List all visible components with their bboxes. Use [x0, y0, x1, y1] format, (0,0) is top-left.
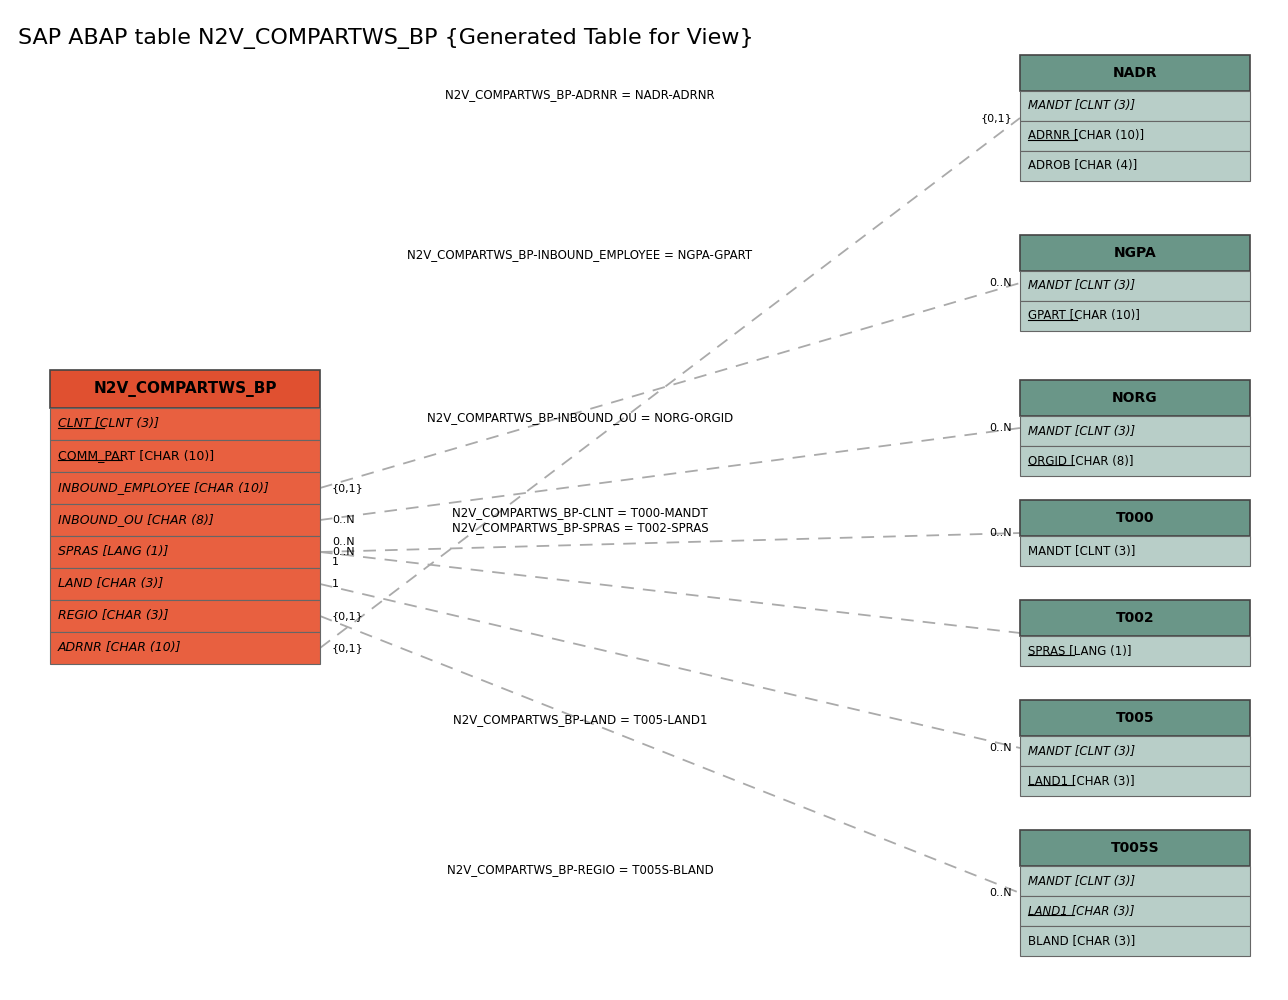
Text: REGIO [CHAR (3)]: REGIO [CHAR (3)] [58, 609, 169, 622]
Text: LAND1 [CHAR (3)]: LAND1 [CHAR (3)] [1028, 774, 1135, 788]
Text: LAND1 [CHAR (3)]: LAND1 [CHAR (3)] [1028, 904, 1135, 918]
Bar [1020, 121, 1249, 151]
Text: MANDT [CLNT (3)]: MANDT [CLNT (3)] [1028, 544, 1136, 558]
Text: {0,1}: {0,1} [332, 611, 363, 621]
Bar [50, 408, 319, 440]
Bar [1020, 600, 1249, 636]
Bar [1020, 380, 1249, 416]
Bar [1020, 271, 1249, 301]
Text: T005: T005 [1115, 711, 1154, 725]
Text: T000: T000 [1115, 511, 1154, 525]
Bar [1020, 500, 1249, 536]
Text: 0..N: 0..N [332, 537, 354, 547]
Text: 0..N: 0..N [989, 888, 1012, 898]
Text: BLAND [CHAR (3)]: BLAND [CHAR (3)] [1028, 934, 1135, 948]
Text: 0..N: 0..N [989, 743, 1012, 753]
Text: LAND [CHAR (3)]: LAND [CHAR (3)] [58, 578, 164, 590]
Text: MANDT [CLNT (3)]: MANDT [CLNT (3)] [1028, 279, 1135, 292]
Text: N2V_COMPARTWS_BP-LAND = T005-LAND1: N2V_COMPARTWS_BP-LAND = T005-LAND1 [453, 714, 707, 726]
Text: MANDT [CLNT (3)]: MANDT [CLNT (3)] [1028, 744, 1135, 758]
Bar [50, 600, 319, 632]
Bar [1020, 926, 1249, 956]
Text: SPRAS [LANG (1)]: SPRAS [LANG (1)] [1028, 645, 1131, 658]
Bar [1020, 301, 1249, 331]
Bar [1020, 55, 1249, 91]
Bar [50, 536, 319, 568]
Text: 1: 1 [332, 579, 339, 589]
Text: 0..N: 0..N [332, 547, 354, 557]
Text: {0,1}: {0,1} [332, 483, 363, 493]
Bar [50, 632, 319, 664]
Text: T005S: T005S [1110, 841, 1159, 855]
Bar [50, 370, 319, 408]
Text: ADRNR [CHAR (10)]: ADRNR [CHAR (10)] [1028, 129, 1144, 142]
Text: ADRNR [CHAR (10)]: ADRNR [CHAR (10)] [58, 642, 182, 654]
Bar [1020, 700, 1249, 736]
Bar [1020, 446, 1249, 476]
Text: N2V_COMPARTWS_BP-CLNT = T000-MANDT
N2V_COMPARTWS_BP-SPRAS = T002-SPRAS: N2V_COMPARTWS_BP-CLNT = T000-MANDT N2V_C… [452, 506, 708, 534]
Text: MANDT [CLNT (3)]: MANDT [CLNT (3)] [1028, 424, 1135, 438]
Bar [50, 440, 319, 472]
Text: SPRAS [LANG (1)]: SPRAS [LANG (1)] [58, 546, 169, 558]
Text: 0..N: 0..N [989, 278, 1012, 288]
Bar [50, 472, 319, 504]
Bar [1020, 830, 1249, 866]
Text: ADROB [CHAR (4)]: ADROB [CHAR (4)] [1028, 159, 1137, 172]
Text: N2V_COMPARTWS_BP-INBOUND_EMPLOYEE = NGPA-GPART: N2V_COMPARTWS_BP-INBOUND_EMPLOYEE = NGPA… [407, 248, 752, 261]
Text: N2V_COMPARTWS_BP: N2V_COMPARTWS_BP [93, 381, 277, 397]
Bar [1020, 766, 1249, 796]
Bar [1020, 866, 1249, 896]
Text: NADR: NADR [1113, 66, 1158, 80]
Text: {0,1}: {0,1} [332, 643, 363, 653]
Text: ORGID [CHAR (8)]: ORGID [CHAR (8)] [1028, 454, 1133, 468]
Bar [1020, 91, 1249, 121]
Bar [1020, 235, 1249, 271]
Text: N2V_COMPARTWS_BP-ADRNR = NADR-ADRNR: N2V_COMPARTWS_BP-ADRNR = NADR-ADRNR [446, 89, 715, 102]
Text: INBOUND_OU [CHAR (8)]: INBOUND_OU [CHAR (8)] [58, 514, 214, 526]
Bar [1020, 151, 1249, 181]
Bar [1020, 736, 1249, 766]
Text: {0,1}: {0,1} [980, 113, 1012, 123]
Text: MANDT [CLNT (3)]: MANDT [CLNT (3)] [1028, 100, 1135, 112]
Text: NGPA: NGPA [1114, 246, 1157, 260]
Bar [50, 568, 319, 600]
Text: INBOUND_EMPLOYEE [CHAR (10)]: INBOUND_EMPLOYEE [CHAR (10)] [58, 482, 269, 494]
Bar [1020, 416, 1249, 446]
Text: N2V_COMPARTWS_BP-REGIO = T005S-BLAND: N2V_COMPARTWS_BP-REGIO = T005S-BLAND [447, 863, 714, 876]
Text: 0..N: 0..N [989, 423, 1012, 433]
Text: COMM_PART [CHAR (10)]: COMM_PART [CHAR (10)] [58, 450, 214, 462]
Text: MANDT [CLNT (3)]: MANDT [CLNT (3)] [1028, 874, 1135, 888]
Text: SAP ABAP table N2V_COMPARTWS_BP {Generated Table for View}: SAP ABAP table N2V_COMPARTWS_BP {Generat… [18, 28, 753, 49]
Text: GPART [CHAR (10)]: GPART [CHAR (10)] [1028, 310, 1140, 322]
Text: 0..N: 0..N [989, 528, 1012, 538]
Text: NORG: NORG [1112, 391, 1158, 405]
Text: 1: 1 [332, 557, 339, 567]
Text: T002: T002 [1115, 611, 1154, 625]
Text: CLNT [CLNT (3)]: CLNT [CLNT (3)] [58, 418, 158, 430]
Bar [1020, 896, 1249, 926]
Bar [1020, 636, 1249, 666]
Text: 0..N: 0..N [332, 515, 354, 525]
Bar [1020, 536, 1249, 566]
Bar [50, 504, 319, 536]
Text: N2V_COMPARTWS_BP-INBOUND_OU = NORG-ORGID: N2V_COMPARTWS_BP-INBOUND_OU = NORG-ORGID [426, 412, 733, 424]
